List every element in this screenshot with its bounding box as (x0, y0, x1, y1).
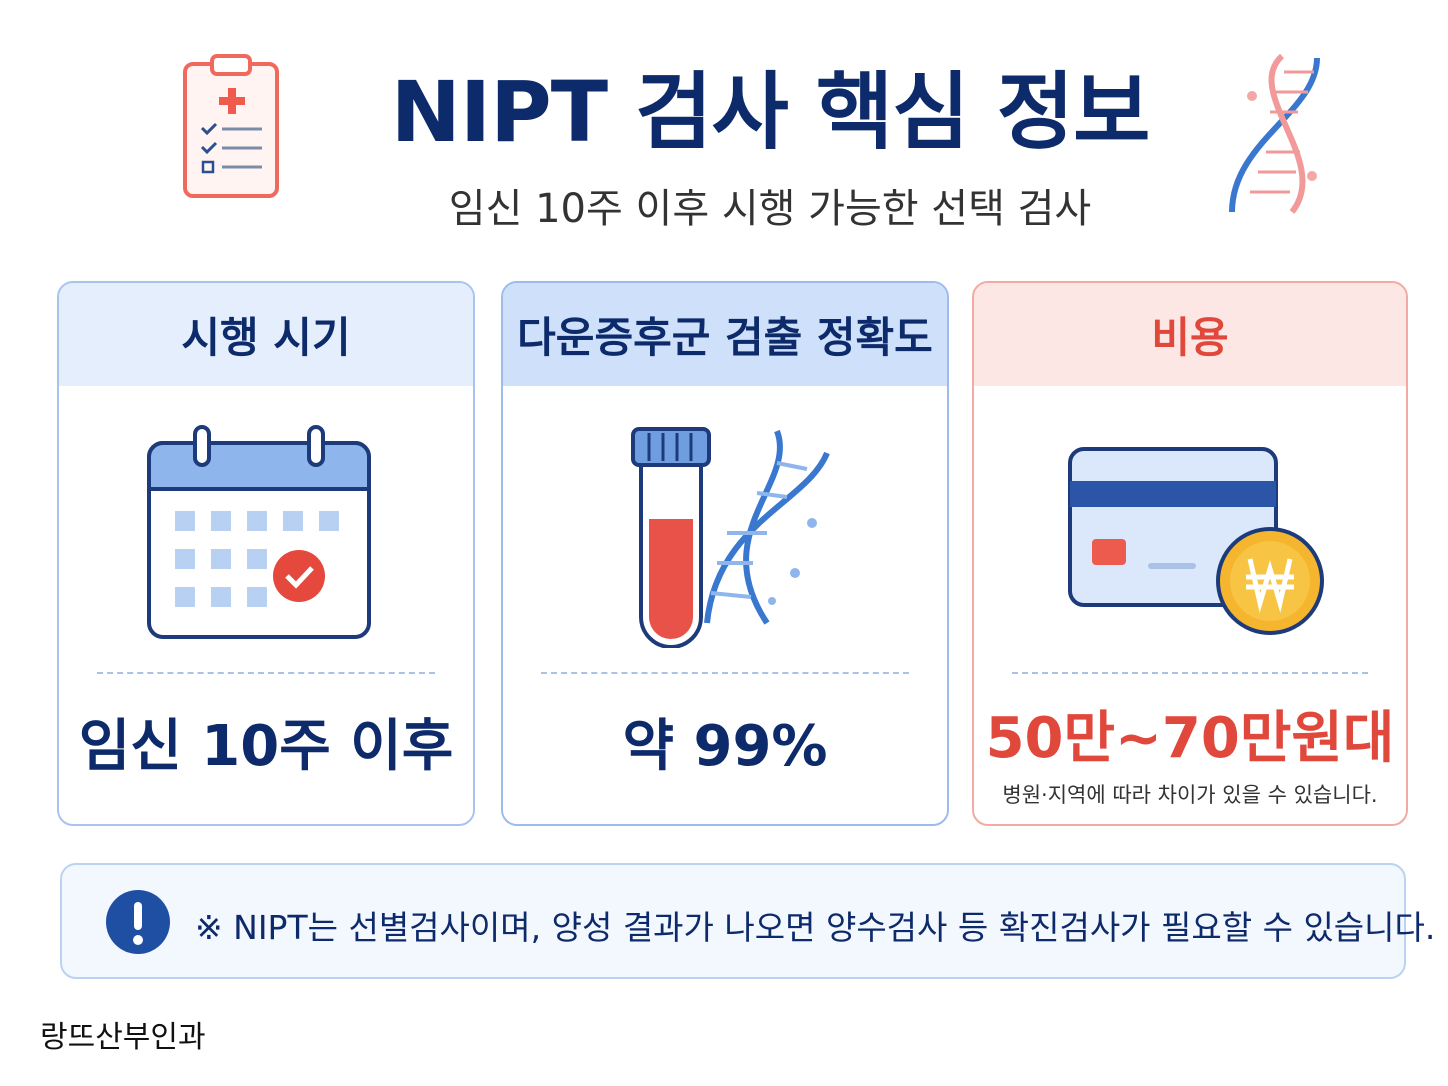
card-title: 시행 시기 (59, 283, 473, 386)
title: NIPT 검사 핵심 정보 (390, 63, 1151, 161)
alert-icon (106, 890, 170, 954)
calendar-icon (147, 425, 371, 639)
card-title: 다운증후군 검출 정확도 (503, 283, 947, 386)
clipboard-icon (183, 54, 279, 198)
card: 다운증후군 검출 정확도 약 99% (501, 281, 949, 826)
card-value: 50만~70만원대 (985, 706, 1395, 771)
card-title: 비용 (974, 283, 1406, 386)
card-value: 약 99% (622, 714, 828, 779)
card-note: 병원·지역에 따라 차이가 있을 수 있습니다. (1002, 783, 1378, 807)
subtitle: 임신 10주 이후 시행 가능한 선택 검사 (448, 186, 1092, 232)
notice-text: ※ NIPT는 선별검사이며, 양성 결과가 나오면 양수검사 등 확진검사가 … (195, 908, 1436, 947)
divider (541, 672, 909, 674)
notice-box: ※ NIPT는 선별검사이며, 양성 결과가 나오면 양수검사 등 확진검사가 … (60, 863, 1435, 979)
dna-icon (1229, 53, 1320, 214)
card-value: 임신 10주 이후 (78, 714, 454, 779)
card: 비용 50만~70만원대 병원·지역에 따라 차이가 있을 수 있습니다. (972, 281, 1408, 826)
test-tube-icon (631, 427, 830, 648)
card: 시행 시기 임신 10주 이후 (57, 281, 475, 826)
footer-brand: 랑뜨산부인과 (40, 1020, 206, 1055)
card-coin-icon (1068, 447, 1324, 635)
divider (97, 672, 435, 674)
divider (1012, 672, 1368, 674)
